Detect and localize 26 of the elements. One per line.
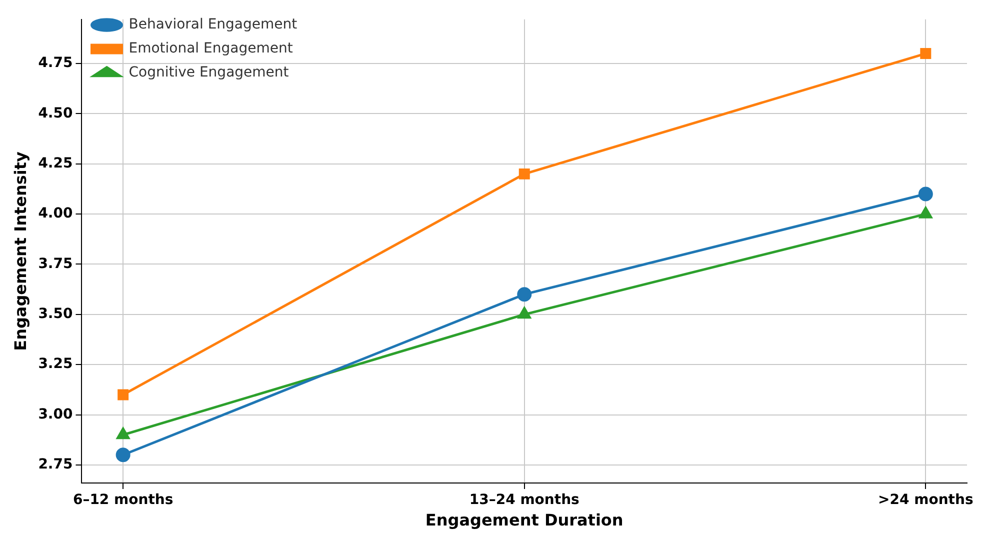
y-tick-label: 3.00 — [38, 406, 73, 422]
point — [517, 287, 532, 302]
point — [116, 448, 130, 462]
y-tick-label: 4.25 — [38, 156, 73, 172]
y-axis-title: Engagement Intensity — [10, 150, 30, 351]
point — [918, 186, 933, 202]
point — [116, 428, 130, 440]
y-tick-label: 4.00 — [38, 206, 73, 222]
point — [518, 307, 531, 319]
y-tick-label: 3.25 — [38, 356, 73, 372]
point — [919, 206, 932, 218]
y-tick-label: 3.50 — [38, 306, 73, 322]
legend-label: Cognitive Engagement — [128, 64, 290, 81]
y-tick-label: 4.75 — [38, 55, 73, 72]
x-tick-label: 13–24 months — [469, 492, 580, 508]
legend-label: Emotional Engagement — [128, 40, 294, 57]
y-tick-label: 3.75 — [38, 256, 73, 272]
point — [518, 168, 530, 180]
y-tick-label: 2.75 — [38, 456, 73, 473]
x-axis-title: Engagement Duration — [425, 510, 624, 530]
point — [920, 48, 932, 60]
point — [118, 389, 129, 400]
legend-label: Behavioral Engagement — [128, 16, 298, 33]
x-tick-label: >24 months — [878, 492, 974, 508]
y-tick-label: 4.50 — [38, 105, 73, 122]
x-tick-label: 6–12 months — [72, 492, 174, 508]
